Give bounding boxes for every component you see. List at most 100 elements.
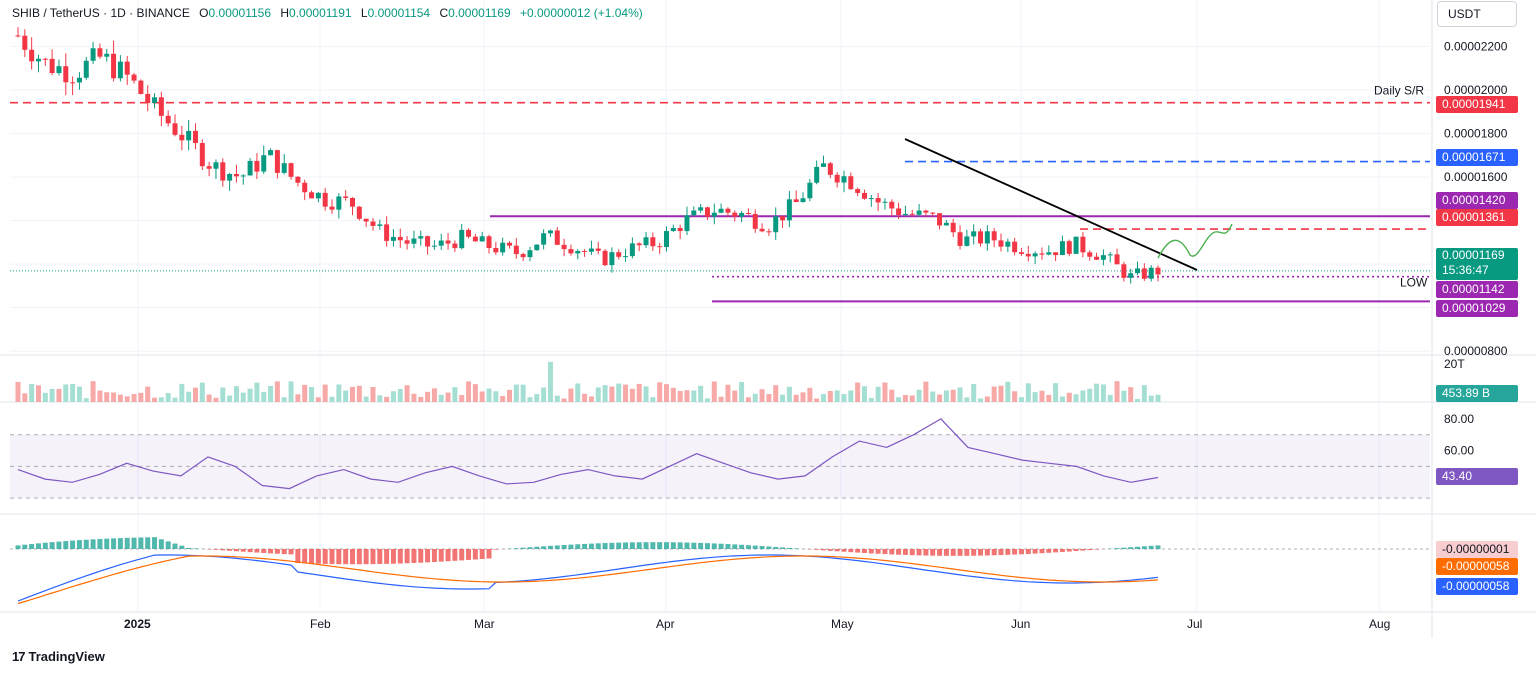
candle-body bbox=[1025, 253, 1031, 257]
price-tag: 0.00001941 bbox=[1436, 96, 1518, 113]
candle-body bbox=[800, 198, 806, 203]
macd-histogram-bar bbox=[411, 549, 417, 563]
volume-bar bbox=[124, 396, 130, 402]
candle-body bbox=[664, 231, 670, 248]
macd-histogram-bar bbox=[657, 542, 663, 549]
volume-bar bbox=[35, 385, 41, 402]
candle-body bbox=[363, 218, 369, 222]
volume-bar bbox=[616, 383, 622, 402]
price-tag: 0.00001420 bbox=[1436, 192, 1518, 209]
volume-bar bbox=[541, 387, 547, 402]
candle-body bbox=[131, 74, 137, 81]
macd-histogram-bar bbox=[520, 547, 526, 549]
macd-histogram-bar bbox=[15, 545, 21, 549]
macd-histogram-bar bbox=[63, 541, 69, 549]
volume-bar bbox=[841, 394, 847, 402]
candle-body bbox=[759, 228, 765, 232]
macd-histogram-bar bbox=[384, 549, 390, 564]
macd-histogram-bar bbox=[698, 542, 704, 549]
volume-bar bbox=[800, 392, 806, 402]
open-value: 0.00001156 bbox=[208, 6, 272, 20]
volume-bar bbox=[793, 394, 799, 402]
macd-histogram-bar bbox=[1080, 549, 1086, 551]
volume-bar bbox=[466, 381, 472, 402]
volume-bar bbox=[1025, 383, 1031, 402]
candle-body bbox=[1080, 236, 1086, 253]
volume-bar bbox=[930, 391, 936, 402]
volume-bar bbox=[855, 382, 861, 402]
volume-bar bbox=[821, 394, 827, 402]
candle-body bbox=[752, 213, 758, 229]
candle-body bbox=[479, 236, 485, 242]
macd-histogram-bar bbox=[377, 549, 383, 565]
volume-bar bbox=[425, 391, 431, 402]
symbol-name[interactable]: SHIB / TetherUS · 1D · BINANCE bbox=[12, 6, 190, 20]
macd-histogram-bar bbox=[684, 542, 690, 549]
rsi-band bbox=[10, 434, 1430, 499]
candle-body bbox=[807, 182, 813, 199]
macd-histogram-bar bbox=[623, 542, 629, 549]
volume-bar bbox=[1066, 392, 1072, 402]
price-tick-label: 0.00002200 bbox=[1444, 39, 1508, 53]
macd-histogram-bar bbox=[152, 537, 158, 549]
candle-body bbox=[623, 256, 629, 258]
candle-body bbox=[739, 212, 745, 217]
candle-body bbox=[206, 166, 212, 169]
candle-body bbox=[534, 244, 540, 251]
candle-body bbox=[466, 229, 472, 237]
macd-histogram-bar bbox=[35, 543, 41, 549]
macd-histogram-bar bbox=[97, 538, 103, 549]
volume-bar bbox=[418, 396, 424, 402]
volume-bar bbox=[1018, 397, 1024, 402]
volume-bar bbox=[595, 387, 601, 402]
candle-body bbox=[117, 61, 123, 79]
tradingview-logo[interactable]: 17 TradingView bbox=[12, 649, 105, 664]
candle-body bbox=[896, 208, 902, 216]
macd-histogram-bar bbox=[752, 545, 758, 549]
date-tick-label: May bbox=[831, 617, 854, 631]
candle-body bbox=[90, 48, 96, 61]
candle-body bbox=[520, 254, 526, 258]
macd-histogram-bar bbox=[302, 549, 308, 564]
volume-bar bbox=[943, 390, 949, 402]
macd-histogram-bar bbox=[397, 549, 403, 564]
candle-body bbox=[240, 175, 246, 177]
macd-histogram-bar bbox=[356, 549, 362, 565]
volume-bar bbox=[56, 388, 62, 402]
candle-body bbox=[506, 242, 512, 246]
candle-body bbox=[998, 240, 1004, 247]
date-tick-label: Aug bbox=[1369, 617, 1390, 631]
volume-bar bbox=[377, 395, 383, 402]
volume-bar bbox=[288, 381, 294, 402]
candle-body bbox=[991, 231, 997, 241]
candle-body bbox=[438, 240, 444, 246]
candle-body bbox=[875, 198, 881, 203]
candle-body bbox=[561, 244, 567, 250]
volume-bar bbox=[397, 389, 403, 402]
volume-bar bbox=[602, 385, 608, 402]
date-tick-label: 2025 bbox=[124, 617, 151, 631]
volume-bar bbox=[739, 381, 745, 402]
volume-bar bbox=[261, 391, 267, 402]
macd-histogram-bar bbox=[616, 542, 622, 549]
macd-histogram-bar bbox=[896, 549, 902, 555]
date-tick-label: Jun bbox=[1011, 617, 1030, 631]
volume-bar bbox=[1155, 394, 1161, 402]
candle-body bbox=[547, 230, 553, 234]
volume-bar bbox=[916, 389, 922, 402]
candle-body bbox=[629, 243, 635, 257]
candle-body bbox=[1087, 252, 1093, 257]
macd-histogram-bar bbox=[1114, 548, 1120, 549]
candle-body bbox=[568, 249, 574, 254]
date-tick-label: Mar bbox=[474, 617, 495, 631]
volume-bar bbox=[513, 384, 519, 402]
volume-bar bbox=[240, 392, 246, 402]
macd-histogram-bar bbox=[595, 543, 601, 549]
volume-bar bbox=[971, 384, 977, 402]
macd-histogram-bar bbox=[841, 549, 847, 552]
candle-body bbox=[957, 232, 963, 246]
macd-histogram-bar bbox=[42, 542, 48, 549]
currency-selector[interactable]: USDT bbox=[1437, 1, 1517, 27]
candle-body bbox=[1155, 267, 1161, 275]
